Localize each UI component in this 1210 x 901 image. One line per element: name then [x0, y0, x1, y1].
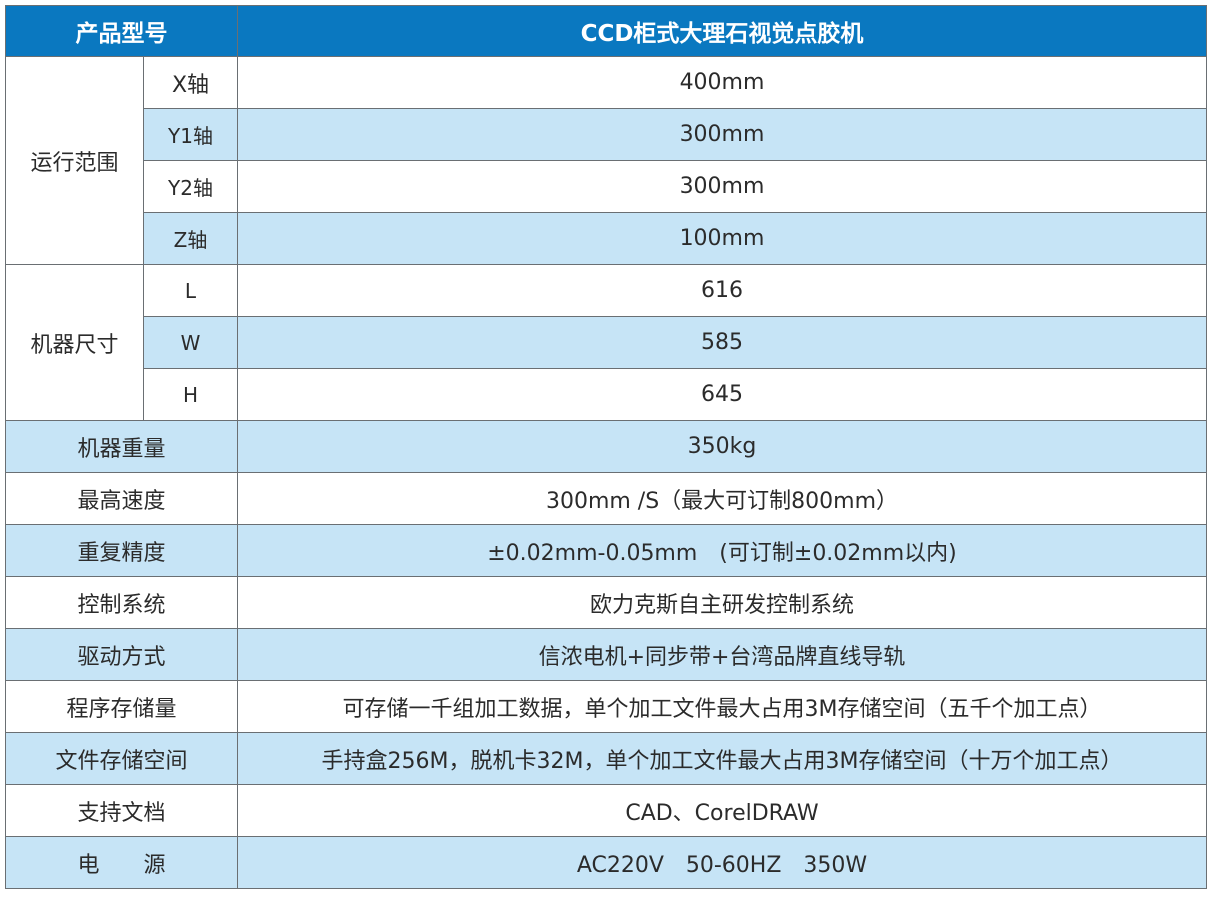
- spec-label: 驱动方式: [5, 628, 238, 681]
- axis-value: 100mm: [237, 212, 1207, 265]
- spec-label: 重复精度: [5, 524, 238, 577]
- table-row: 机器尺寸 L 616: [5, 264, 1207, 421]
- spec-label: 支持文档: [5, 784, 238, 837]
- dimension-label: W: [143, 316, 238, 369]
- spec-label: 控制系统: [5, 576, 238, 629]
- table-row: H 645: [6, 368, 1207, 421]
- axis-value: 300mm: [237, 160, 1207, 213]
- axis-label: Z轴: [143, 212, 238, 265]
- spec-label: 程序存储量: [5, 680, 238, 733]
- axis-label: X轴: [143, 56, 238, 109]
- spec-label: 最高速度: [5, 472, 238, 525]
- spec-label: 机器重量: [5, 420, 238, 473]
- table-row: 驱动方式 信浓电机+同步带+台湾品牌直线导轨: [5, 628, 1207, 681]
- model-name: CCD柜式大理石视觉点胶机: [237, 5, 1207, 57]
- table-row: Y1轴 300mm: [6, 108, 1207, 161]
- spec-value: ±0.02mm-0.05mm (可订制±0.02mm以内): [237, 524, 1207, 577]
- axis-label: Y2轴: [143, 160, 238, 213]
- table-row: 运行范围 X轴 400mm: [5, 56, 1207, 265]
- range-label: 运行范围: [5, 56, 144, 265]
- spec-label: 电 源: [5, 836, 238, 889]
- axis-value: 300mm: [237, 108, 1207, 161]
- axis-label: Y1轴: [143, 108, 238, 161]
- spec-value: CAD、CorelDRAW: [237, 784, 1207, 837]
- spec-value: 350kg: [237, 420, 1207, 473]
- spec-value: AC220V 50-60HZ 350W: [237, 836, 1207, 889]
- table-row: Z轴 100mm: [6, 212, 1207, 265]
- header-row: 产品型号 CCD柜式大理石视觉点胶机: [5, 5, 1207, 57]
- spec-value: 欧力克斯自主研发控制系统: [237, 576, 1207, 629]
- table-row: Y2轴 300mm: [6, 160, 1207, 213]
- spec-table: 产品型号 CCD柜式大理石视觉点胶机 运行范围 X轴 400mm Y1轴 300…: [5, 5, 1207, 889]
- spec-value: 300mm /S（最大可订制800mm）: [237, 472, 1207, 525]
- spec-value: 手持盒256M，脱机卡32M，单个加工文件最大占用3M存储空间（十万个加工点）: [237, 732, 1207, 785]
- table-row: 重复精度 ±0.02mm-0.05mm (可订制±0.02mm以内): [5, 524, 1207, 577]
- table-row: 机器重量 350kg: [5, 420, 1207, 473]
- dimension-value: 645: [237, 368, 1207, 421]
- table-row: 文件存储空间 手持盒256M，脱机卡32M，单个加工文件最大占用3M存储空间（十万…: [5, 732, 1207, 785]
- table-row: 电 源 AC220V 50-60HZ 350W: [5, 836, 1207, 889]
- spec-label: 文件存储空间: [5, 732, 238, 785]
- table-row: 最高速度 300mm /S（最大可订制800mm）: [5, 472, 1207, 525]
- spec-value: 可存储一千组加工数据，单个加工文件最大占用3M存储空间（五千个加工点）: [237, 680, 1207, 733]
- table-row: W 585: [6, 316, 1207, 369]
- header-label: 产品型号: [5, 5, 238, 57]
- dimension-value: 585: [237, 316, 1207, 369]
- dimension-value: 616: [237, 264, 1207, 317]
- axis-value: 400mm: [237, 56, 1207, 109]
- size-label: 机器尺寸: [5, 264, 144, 421]
- dimension-label: L: [143, 264, 238, 317]
- table-row: 控制系统 欧力克斯自主研发控制系统: [5, 576, 1207, 629]
- table-row: 程序存储量 可存储一千组加工数据，单个加工文件最大占用3M存储空间（五千个加工点）: [5, 680, 1207, 733]
- spec-value: 信浓电机+同步带+台湾品牌直线导轨: [237, 628, 1207, 681]
- dimension-label: H: [143, 368, 238, 421]
- table-row: 支持文档 CAD、CorelDRAW: [5, 784, 1207, 837]
